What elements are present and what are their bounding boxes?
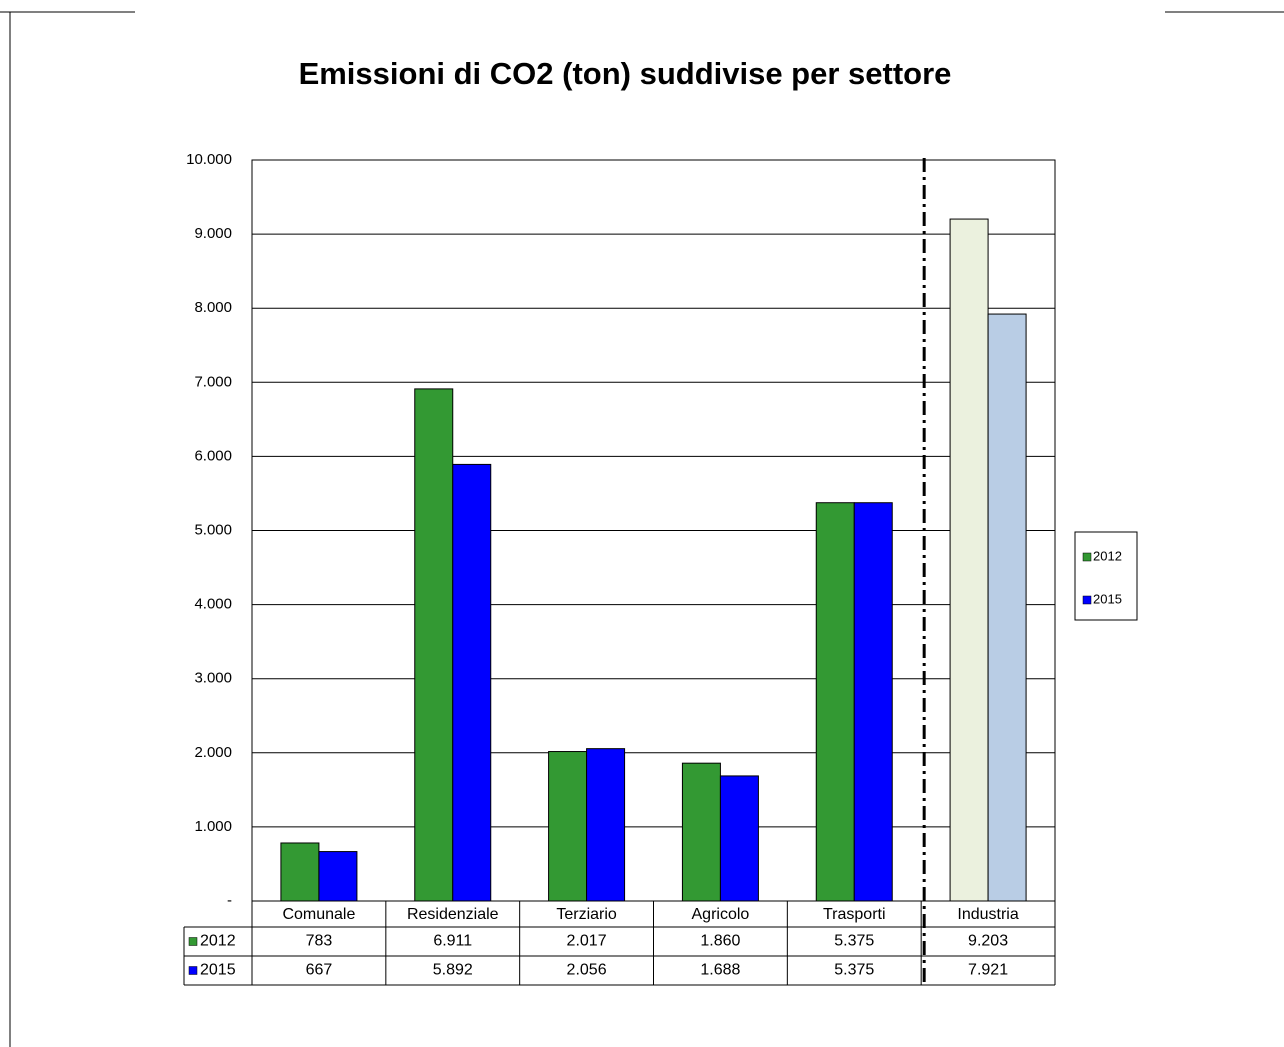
- x-tick-label: Residenziale: [407, 906, 499, 923]
- y-tick-label: 5.000: [194, 521, 232, 538]
- value-label: 6.911: [433, 933, 472, 950]
- value-label: 5.375: [834, 962, 874, 979]
- y-tick-label: -: [227, 892, 232, 909]
- legend-swatch: [188, 937, 198, 946]
- value-label: 9.203: [968, 933, 1008, 950]
- bar: [815, 502, 855, 902]
- bar: [681, 762, 721, 902]
- value-label: 7.921: [968, 962, 1008, 979]
- bar: [548, 751, 588, 902]
- bar: [318, 851, 358, 902]
- x-tick-label: Industria: [957, 906, 1018, 923]
- y-tick-label: 3.000: [194, 670, 232, 687]
- legend-swatch: [188, 966, 198, 975]
- value-label: 5.892: [433, 962, 473, 979]
- y-tick-label: 4.000: [194, 596, 232, 613]
- legend-label: 2015: [1093, 591, 1122, 606]
- x-tick-label: Comunale: [282, 906, 355, 923]
- bar: [452, 463, 492, 902]
- bar: [853, 502, 893, 902]
- value-label: 5.375: [834, 933, 874, 950]
- x-tick-label: Terziario: [556, 906, 617, 923]
- value-label: 1.688: [700, 962, 740, 979]
- table-series-name: 2012: [200, 933, 236, 950]
- bar: [949, 218, 989, 902]
- y-tick-label: 1.000: [194, 818, 232, 835]
- x-tick-label: Agricolo: [692, 906, 750, 923]
- legend-label: 2012: [1093, 548, 1122, 563]
- bar: [280, 842, 320, 902]
- y-tick-label: 7.000: [194, 373, 232, 390]
- x-tick-label: Trasporti: [823, 906, 886, 923]
- y-tick-label: 9.000: [194, 225, 232, 242]
- y-tick-label: 6.000: [194, 447, 232, 464]
- legend-box: [1074, 531, 1138, 621]
- legend-swatch: [1082, 552, 1092, 562]
- chart-title: Emissioni di CO2 (ton) suddivise per set…: [299, 56, 952, 91]
- table-series-name: 2015: [200, 962, 236, 979]
- bar: [987, 313, 1027, 902]
- bar: [719, 775, 759, 902]
- value-label: 2.017: [567, 933, 607, 950]
- value-label: 667: [306, 962, 333, 979]
- y-tick-label: 8.000: [194, 299, 232, 316]
- legend-swatch: [1082, 595, 1092, 605]
- bar: [414, 388, 454, 902]
- value-label: 1.860: [700, 933, 740, 950]
- y-tick-label: 10.000: [186, 151, 232, 168]
- value-label: 783: [306, 933, 333, 950]
- bar: [586, 748, 626, 902]
- value-label: 2.056: [567, 962, 607, 979]
- y-tick-label: 2.000: [194, 744, 232, 761]
